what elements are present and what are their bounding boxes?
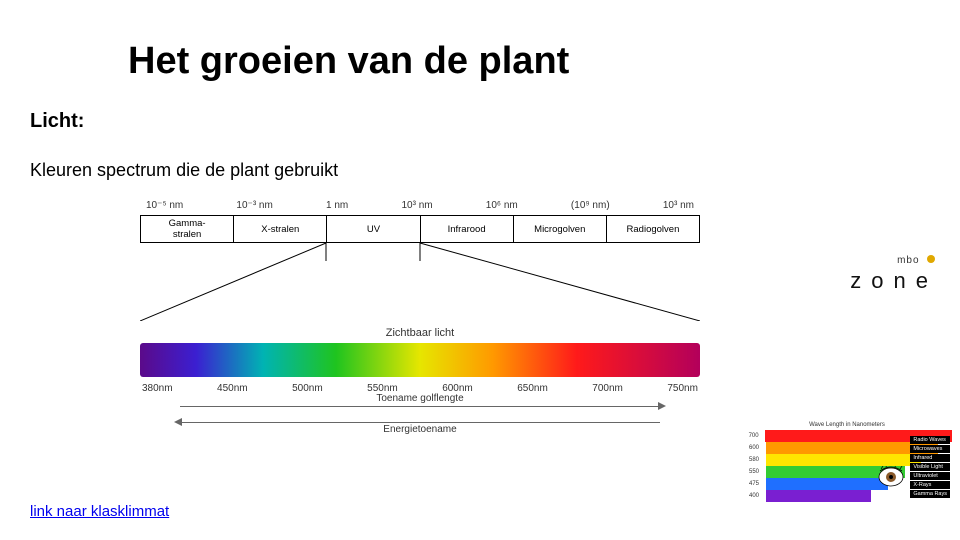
- scale-label: 10⁶ nm: [486, 200, 518, 211]
- mini-bar-value: 600: [742, 445, 766, 451]
- logo-dot-icon: [927, 255, 935, 263]
- mini-right-label: Visible Light: [910, 463, 950, 471]
- klasklimmat-link[interactable]: link naar klasklimmat: [30, 503, 169, 520]
- visible-label: Zichtbaar licht: [140, 327, 700, 339]
- mini-right-labels: Radio WavesMicrowavesInfraredVisible Lig…: [910, 436, 950, 499]
- arrows: Toename golflengte Energietoename: [140, 402, 700, 436]
- mini-right-label: Ultraviolet: [910, 472, 950, 480]
- mini-right-label: Gamma Rays: [910, 490, 950, 498]
- logo-word: zone: [850, 268, 938, 293]
- scale-row: 10⁻⁵ nm 10⁻³ nm 1 nm 10³ nm 10⁶ nm (10⁹ …: [140, 200, 700, 215]
- arrow-head-right-icon: [658, 402, 666, 410]
- subtitle: Kleuren spectrum die de plant gebruikt: [30, 160, 338, 181]
- scale-label: 1 nm: [326, 200, 348, 211]
- scale-label: (10⁹ nm): [571, 200, 610, 211]
- mini-em-diagram: Wave Length in Nanometers 700 600 580 550 47…: [742, 422, 952, 532]
- category-box: Gamma-stralen: [141, 216, 234, 242]
- category-box: UV: [327, 216, 420, 242]
- mini-right-label: X-Rays: [910, 481, 950, 489]
- category-box: Microgolven: [514, 216, 607, 242]
- arrow-label-left: Energietoename: [140, 424, 700, 435]
- category-boxes: Gamma-stralen X-stralen UV Infrarood Mic…: [140, 215, 700, 243]
- mini-bar-strip: [766, 490, 871, 502]
- arrow-label-right: Toename golflengte: [140, 393, 700, 404]
- page-title: Het groeien van de plant: [128, 40, 569, 83]
- spectrum-bar: [140, 343, 700, 377]
- logo-small-text: mbo: [897, 255, 919, 266]
- mini-bar-value: 700: [742, 433, 765, 439]
- arrow-line-right: [180, 406, 660, 407]
- mini-title: Wave Length in Nanometers: [742, 422, 952, 428]
- category-box: X-stralen: [234, 216, 327, 242]
- scale-label: 10³ nm: [663, 200, 694, 211]
- mini-bar-value: 580: [742, 457, 766, 463]
- mini-bar-value: 400: [742, 493, 766, 499]
- mini-bar-value: 550: [742, 469, 766, 475]
- em-spectrum-diagram: 10⁻⁵ nm 10⁻³ nm 1 nm 10³ nm 10⁶ nm (10⁹ …: [140, 200, 700, 436]
- mini-right-label: Radio Waves: [910, 436, 950, 444]
- scale-label: 10⁻³ nm: [236, 200, 272, 211]
- scale-label: 10³ nm: [401, 200, 432, 211]
- mini-bar-strip: [766, 478, 888, 490]
- section-heading: Licht:: [30, 110, 84, 133]
- fan-lines: [140, 243, 700, 321]
- category-box: Infrarood: [421, 216, 514, 242]
- visible-spectrum: Zichtbaar licht 380nm 450nm 500nm 550nm …: [140, 327, 700, 436]
- mini-bar-strip: [766, 454, 921, 466]
- mini-right-label: Microwaves: [910, 445, 950, 453]
- arrow-line-left: [180, 422, 660, 423]
- eye-icon: [878, 466, 904, 493]
- scale-label: 10⁻⁵ nm: [146, 200, 183, 211]
- category-box: Radiogolven: [607, 216, 699, 242]
- mini-right-label: Infrared: [910, 454, 950, 462]
- mini-bar-value: 475: [742, 481, 766, 487]
- logo: mbo zone: [850, 250, 938, 294]
